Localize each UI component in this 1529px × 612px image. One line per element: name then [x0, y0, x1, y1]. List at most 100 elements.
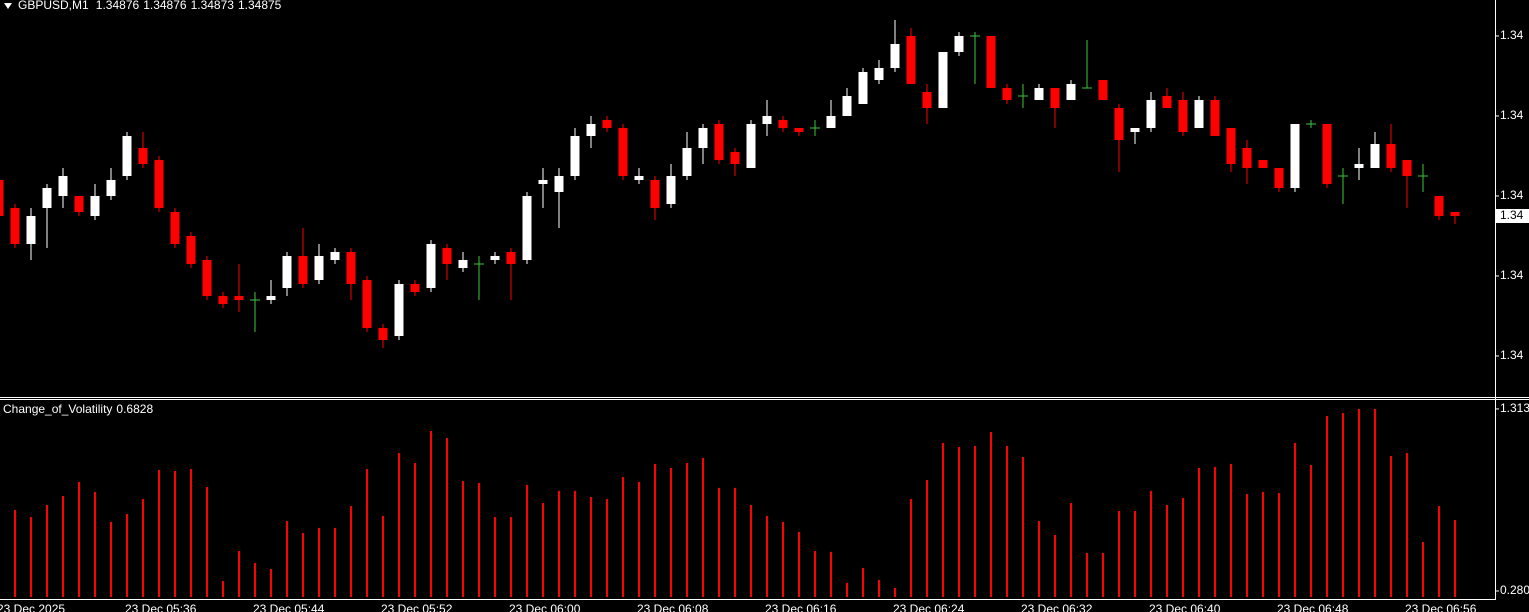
candle-body: [58, 176, 68, 196]
candle-body: [378, 328, 388, 340]
candle-body: [1194, 100, 1204, 128]
bar: [1422, 542, 1424, 597]
bar: [478, 482, 480, 597]
bar: [318, 527, 320, 597]
candle-body: [1322, 124, 1332, 184]
candle-body: [138, 148, 148, 164]
candle-body: [826, 116, 836, 128]
bar: [766, 515, 768, 597]
bar: [942, 442, 944, 597]
candle-body: [698, 128, 708, 148]
bar: [542, 503, 544, 597]
y-tick-label: 1.34: [1500, 188, 1524, 202]
candle-body: [1098, 80, 1108, 100]
candle-body: [842, 96, 852, 116]
y-tick-label: 1.34: [1500, 268, 1524, 282]
x-tick-label: 23 Dec 2025: [0, 602, 65, 612]
candle-body: [1242, 148, 1252, 168]
bar: [1390, 455, 1392, 597]
bar: [430, 430, 432, 597]
collapse-icon[interactable]: [4, 3, 12, 9]
bar: [110, 521, 112, 597]
candle-body: [730, 152, 740, 164]
bar: [510, 516, 512, 597]
bar: [414, 463, 416, 597]
bar: [990, 432, 992, 597]
candle-body: [330, 252, 340, 260]
candle-body: [202, 260, 212, 296]
candle-body: [714, 124, 724, 160]
candle-body: [794, 128, 804, 132]
bar: [62, 496, 64, 597]
bar: [1182, 497, 1184, 597]
candle-body: [1162, 96, 1172, 108]
candle-body: [762, 116, 772, 124]
candle-body: [410, 284, 420, 292]
x-tick-label: 23 Dec 06:08: [637, 602, 709, 612]
bar: [1278, 493, 1280, 597]
bar: [126, 513, 128, 597]
bar: [894, 588, 896, 597]
bar: [1214, 466, 1216, 597]
bar: [926, 479, 928, 597]
candle-body: [122, 136, 132, 176]
bar: [158, 469, 160, 597]
candle-body: [874, 68, 884, 80]
bar: [254, 562, 256, 597]
bar: [1198, 467, 1200, 597]
bar: [1438, 506, 1440, 597]
bar: [1134, 510, 1136, 597]
indicator-title: Change_of_Volatility: [3, 402, 112, 416]
bar: [238, 550, 240, 597]
candle-body: [602, 120, 612, 128]
candle-body: [858, 72, 868, 104]
candle-body: [1130, 128, 1140, 132]
candle-body: [426, 244, 436, 288]
bar: [526, 484, 528, 597]
y-tick-label: 1.34: [1500, 108, 1524, 122]
bar: [606, 499, 608, 597]
candle-body: [1210, 100, 1220, 136]
chart-header: GBPUSD,M1 1.34876 1.34876 1.34873 1.34875: [18, 0, 282, 12]
bar: [574, 490, 576, 597]
candle-body: [314, 256, 324, 280]
bar: [1262, 491, 1264, 597]
candle-body: [234, 296, 244, 300]
candle-body: [442, 248, 452, 264]
symbol: GBPUSD,M1: [18, 0, 89, 12]
candle-body: [362, 280, 372, 328]
y-tick-label: 1.34: [1500, 28, 1524, 42]
x-tick-label: 23 Dec 06:32: [1021, 602, 1093, 612]
bar: [734, 487, 736, 597]
bar: [270, 568, 272, 597]
header-open: 1.34876: [96, 0, 140, 12]
candle-body: [282, 256, 292, 288]
bar: [1294, 442, 1296, 597]
candle-body: [570, 136, 580, 176]
bar: [174, 470, 176, 597]
bar: [830, 551, 832, 597]
x-tick-label: 23 Dec 06:00: [509, 602, 581, 612]
x-tick-label: 23 Dec 05:36: [125, 602, 197, 612]
last-price-box: [1496, 209, 1529, 223]
candle-body: [1066, 84, 1076, 100]
bar: [702, 457, 704, 597]
bar: [382, 515, 384, 597]
bar: [494, 516, 496, 597]
candle-body: [90, 196, 100, 216]
candle-body: [1354, 164, 1364, 168]
bar: [286, 521, 288, 597]
bar: [446, 438, 448, 597]
candle-body: [1002, 88, 1012, 100]
bar: [814, 550, 816, 597]
candle-body: [346, 252, 356, 284]
candle-body: [906, 36, 916, 84]
candle-body: [586, 124, 596, 136]
x-tick-label: 23 Dec 05:52: [381, 602, 453, 612]
candle-body: [938, 52, 948, 108]
bar: [798, 531, 800, 597]
bar: [334, 527, 336, 597]
indicator-header: Change_of_Volatility 0.6828: [3, 402, 153, 416]
candle-body: [26, 216, 36, 244]
